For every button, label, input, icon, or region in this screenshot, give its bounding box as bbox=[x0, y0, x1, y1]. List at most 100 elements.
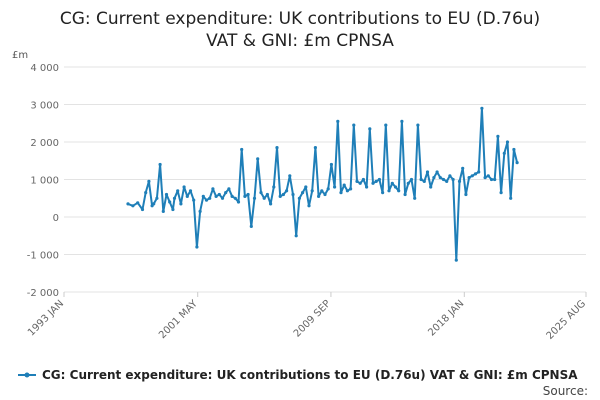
data-point[interactable] bbox=[419, 177, 423, 182]
data-point[interactable] bbox=[230, 194, 234, 198]
data-point[interactable] bbox=[377, 177, 381, 182]
data-point[interactable] bbox=[451, 177, 455, 182]
data-point[interactable] bbox=[390, 181, 394, 185]
data-point[interactable] bbox=[403, 192, 407, 197]
data-point[interactable] bbox=[333, 185, 337, 189]
data-point[interactable] bbox=[168, 200, 172, 204]
data-point[interactable] bbox=[155, 196, 159, 200]
data-point[interactable] bbox=[236, 200, 241, 204]
data-point[interactable] bbox=[252, 196, 257, 200]
data-point[interactable] bbox=[384, 123, 388, 127]
data-point[interactable] bbox=[345, 189, 349, 193]
data-point[interactable] bbox=[278, 194, 282, 198]
data-point[interactable] bbox=[313, 146, 317, 150]
data-point[interactable] bbox=[457, 179, 462, 183]
data-point[interactable] bbox=[473, 172, 478, 176]
data-point[interactable] bbox=[358, 181, 362, 185]
data-point[interactable] bbox=[493, 177, 497, 182]
data-point[interactable] bbox=[220, 196, 225, 200]
data-point[interactable] bbox=[336, 119, 340, 123]
data-point[interactable] bbox=[432, 176, 436, 180]
source-label[interactable]: Source: bbox=[543, 384, 588, 398]
data-point[interactable] bbox=[477, 170, 481, 174]
data-point[interactable] bbox=[265, 192, 269, 197]
data-point[interactable] bbox=[217, 192, 221, 197]
data-point[interactable] bbox=[240, 147, 244, 152]
data-point[interactable] bbox=[281, 192, 285, 197]
data-point[interactable] bbox=[275, 146, 279, 150]
data-point[interactable] bbox=[158, 162, 162, 167]
data-point[interactable] bbox=[438, 176, 442, 180]
data-point[interactable] bbox=[441, 177, 446, 182]
data-point[interactable] bbox=[381, 191, 385, 195]
data-point[interactable] bbox=[214, 194, 218, 198]
data-point[interactable] bbox=[211, 187, 215, 191]
data-point[interactable] bbox=[365, 185, 369, 189]
data-point[interactable] bbox=[342, 183, 346, 187]
data-point[interactable] bbox=[429, 185, 433, 189]
data-point[interactable] bbox=[185, 194, 189, 198]
data-point[interactable] bbox=[515, 161, 519, 165]
data-point[interactable] bbox=[317, 194, 321, 198]
data-point[interactable] bbox=[489, 177, 494, 182]
data-point[interactable] bbox=[208, 196, 212, 200]
data-point[interactable] bbox=[486, 174, 490, 178]
data-point[interactable] bbox=[297, 196, 301, 200]
data-point[interactable] bbox=[413, 196, 417, 200]
data-point[interactable] bbox=[409, 177, 414, 182]
data-point[interactable] bbox=[320, 189, 324, 193]
data-point[interactable] bbox=[272, 185, 276, 189]
data-point[interactable] bbox=[393, 185, 398, 189]
data-point[interactable] bbox=[198, 209, 202, 213]
data-point[interactable] bbox=[509, 196, 513, 200]
data-point[interactable] bbox=[480, 106, 484, 110]
data-point[interactable] bbox=[496, 134, 500, 138]
data-point[interactable] bbox=[179, 202, 183, 206]
data-point[interactable] bbox=[224, 191, 228, 195]
data-point[interactable] bbox=[323, 192, 327, 197]
data-point[interactable] bbox=[461, 166, 465, 170]
data-point[interactable] bbox=[131, 204, 135, 208]
data-point[interactable] bbox=[512, 147, 516, 152]
data-point[interactable] bbox=[136, 201, 140, 205]
data-point[interactable] bbox=[288, 174, 292, 178]
data-point[interactable] bbox=[505, 140, 510, 144]
data-point[interactable] bbox=[246, 192, 250, 197]
data-point[interactable] bbox=[182, 185, 186, 189]
data-point[interactable] bbox=[233, 196, 237, 200]
data-point[interactable] bbox=[329, 162, 333, 167]
data-point[interactable] bbox=[176, 189, 180, 193]
data-point[interactable] bbox=[467, 176, 471, 180]
data-point[interactable] bbox=[126, 202, 130, 206]
data-point[interactable] bbox=[397, 189, 401, 193]
data-point[interactable] bbox=[499, 191, 503, 195]
data-point[interactable] bbox=[161, 209, 165, 213]
data-point[interactable] bbox=[188, 189, 193, 193]
data-point[interactable] bbox=[249, 224, 253, 228]
data-point[interactable] bbox=[371, 181, 375, 185]
data-point[interactable] bbox=[164, 192, 169, 197]
data-point[interactable] bbox=[448, 174, 452, 178]
data-point[interactable] bbox=[339, 191, 343, 195]
data-point[interactable] bbox=[425, 170, 430, 174]
data-point[interactable] bbox=[435, 170, 439, 174]
data-point[interactable] bbox=[204, 198, 209, 202]
data-point[interactable] bbox=[416, 123, 420, 127]
data-point[interactable] bbox=[294, 234, 298, 238]
data-point[interactable] bbox=[464, 192, 468, 197]
data-point[interactable] bbox=[152, 202, 156, 206]
data-point[interactable] bbox=[368, 127, 372, 131]
data-point[interactable] bbox=[262, 196, 266, 200]
data-point[interactable] bbox=[349, 187, 353, 191]
data-point[interactable] bbox=[445, 179, 449, 183]
data-point[interactable] bbox=[192, 198, 196, 202]
data-point[interactable] bbox=[256, 157, 260, 161]
data-point[interactable] bbox=[140, 207, 145, 212]
data-point[interactable] bbox=[301, 191, 305, 195]
data-point[interactable] bbox=[144, 191, 148, 195]
data-point[interactable] bbox=[310, 189, 314, 193]
data-point[interactable] bbox=[502, 151, 506, 155]
data-point[interactable] bbox=[172, 196, 177, 200]
data-point[interactable] bbox=[259, 191, 263, 195]
data-point[interactable] bbox=[201, 194, 205, 198]
